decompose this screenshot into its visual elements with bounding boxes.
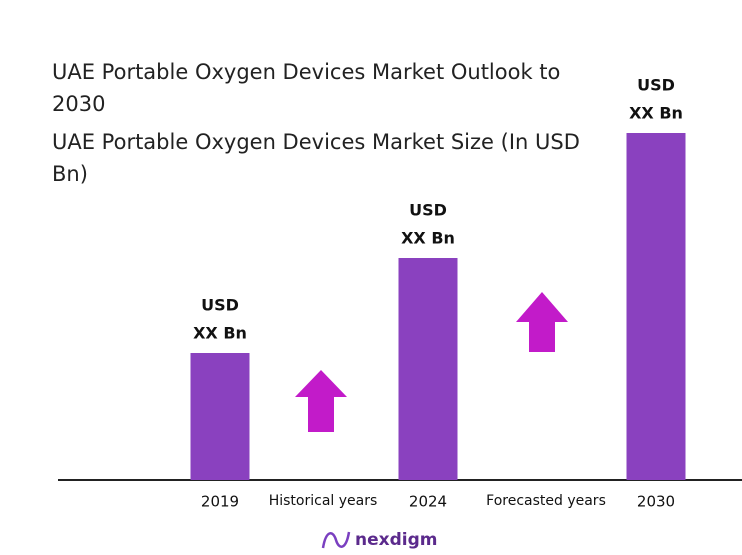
value-label: USD <box>409 201 447 220</box>
value-label: USD <box>201 296 239 315</box>
chart-subtitle: UAE Portable Oxygen Devices Market Size … <box>52 130 580 186</box>
annotation: Forecasted years <box>486 493 606 509</box>
annotation: Historical years <box>269 493 378 509</box>
value-label: XX Bn <box>629 104 683 123</box>
bar <box>190 353 250 480</box>
bar <box>398 258 458 480</box>
x-tick-label: 2019 <box>201 493 239 511</box>
value-label: XX Bn <box>193 324 247 343</box>
value-label: USD <box>637 76 675 95</box>
arrow <box>516 292 568 352</box>
x-tick-label: 2030 <box>637 493 675 511</box>
arrow <box>295 370 347 432</box>
logo-icon <box>321 531 351 549</box>
x-tick-label: 2024 <box>409 493 447 511</box>
brand: nexdigm <box>355 530 437 550</box>
bar <box>626 133 686 480</box>
value-label: XX Bn <box>401 229 455 248</box>
chart-title: UAE Portable Oxygen Devices Market Outlo… <box>52 60 561 116</box>
